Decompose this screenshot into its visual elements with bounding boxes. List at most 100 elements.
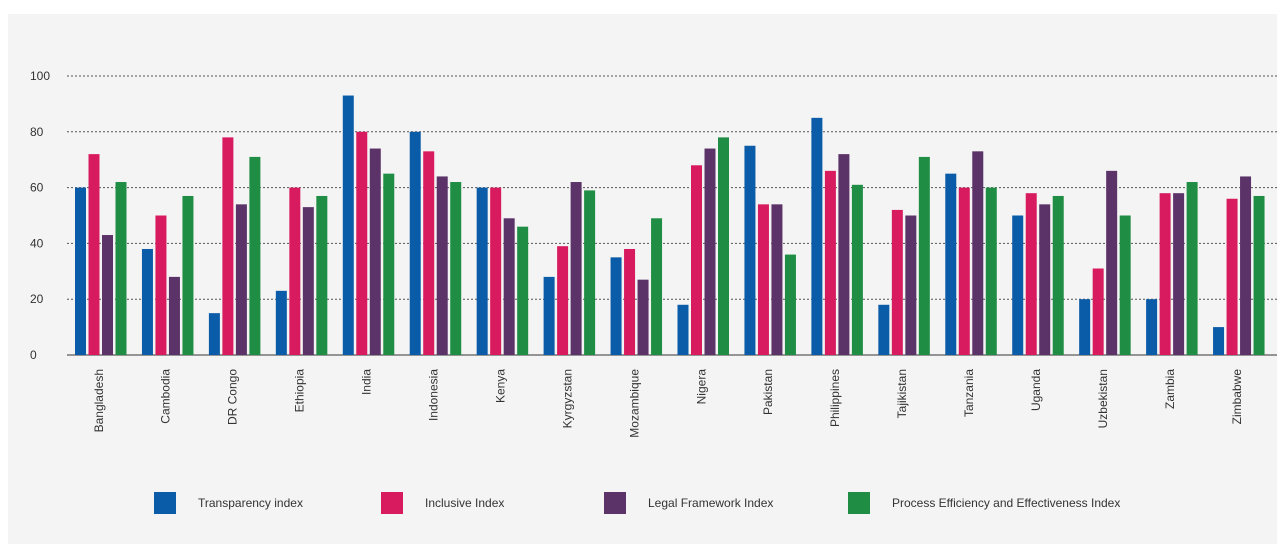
bar <box>222 137 234 355</box>
bar <box>75 187 86 355</box>
x-category-label: Cambodia <box>159 369 173 424</box>
legend-label: Process Efficiency and Effectiveness Ind… <box>892 496 1121 510</box>
bar <box>985 187 997 355</box>
x-category-label: DR Congo <box>226 369 240 425</box>
bar <box>557 246 569 355</box>
bar <box>624 248 636 355</box>
bar <box>972 151 984 355</box>
legend-swatch <box>848 492 870 514</box>
x-category-label: Nigera <box>694 369 708 405</box>
bar <box>824 170 836 355</box>
bar <box>503 218 515 355</box>
legend-swatch <box>604 492 626 514</box>
bar <box>1159 193 1171 355</box>
bar <box>891 209 903 355</box>
bar <box>115 182 127 355</box>
x-category-label: Ethiopia <box>293 369 307 413</box>
x-category-label: Zimbabwe <box>1230 369 1244 425</box>
x-category-label: India <box>360 369 374 395</box>
y-tick-label: 100 <box>30 69 50 83</box>
x-axis-category-labels: Bangladesh Cambodia DR Congo Ethiopia India I… <box>92 369 1244 438</box>
bar <box>235 204 247 355</box>
bar <box>851 184 863 355</box>
bar <box>878 304 890 355</box>
bar <box>945 173 957 355</box>
bar <box>784 254 796 355</box>
bar <box>1079 299 1091 355</box>
bar <box>356 131 368 355</box>
bar <box>436 176 448 355</box>
y-tick-label: 60 <box>30 181 44 195</box>
bar <box>423 151 435 355</box>
bar <box>1226 198 1238 355</box>
y-tick-label: 20 <box>30 292 44 306</box>
bar <box>704 148 716 355</box>
bar <box>249 156 261 355</box>
legend-swatch <box>154 492 176 514</box>
bar <box>1012 215 1024 355</box>
x-category-label: Mozambique <box>627 369 641 438</box>
x-category-label: Tajikistan <box>895 369 909 418</box>
bar <box>905 215 917 355</box>
bar <box>918 156 930 355</box>
legend-swatch <box>381 492 403 514</box>
bar <box>383 173 395 355</box>
bar <box>302 207 314 355</box>
bar <box>1253 195 1265 355</box>
x-category-label: Uganda <box>1029 369 1043 411</box>
bar <box>757 204 769 355</box>
legend: Transparency index Inclusive Index Legal F… <box>154 492 1254 516</box>
y-axis-tick-labels: 0 20 40 60 80 100 <box>30 69 50 362</box>
bar <box>476 187 488 355</box>
y-tick-label: 0 <box>30 348 37 362</box>
bar <box>570 182 582 355</box>
y-tick-label: 80 <box>30 125 44 139</box>
x-category-label: Bangladesh <box>92 369 106 432</box>
bar <box>838 154 850 355</box>
bar <box>677 304 689 355</box>
chart-panel: 0 20 40 60 80 100 Bangladesh Cambodia DR Congo E… <box>8 14 1277 544</box>
bar <box>1052 195 1064 355</box>
bar <box>450 182 462 355</box>
bar <box>409 131 421 355</box>
bar <box>155 215 167 355</box>
bar <box>88 154 100 355</box>
bar <box>275 290 287 355</box>
bar <box>369 148 381 355</box>
x-category-label: Tanzania <box>962 369 976 417</box>
bar <box>1092 268 1104 355</box>
bar <box>1106 170 1118 355</box>
x-category-label: Philippines <box>828 369 842 427</box>
legend-label: Legal Framework Index <box>648 496 774 510</box>
y-tick-label: 40 <box>30 236 44 250</box>
bar <box>1186 182 1198 355</box>
bar <box>543 276 555 355</box>
grouped-bar-chart: 0 20 40 60 80 100 Bangladesh Cambodia DR Congo E… <box>30 69 1277 438</box>
legend-label: Inclusive Index <box>425 496 505 510</box>
bars <box>75 95 1265 355</box>
x-category-label: Indonesia <box>426 369 440 421</box>
bar <box>691 165 702 355</box>
bar <box>168 276 180 355</box>
bar <box>1025 193 1037 355</box>
bar <box>182 195 194 355</box>
bar <box>651 218 663 355</box>
bar <box>744 145 756 355</box>
x-category-label: Pakistan <box>761 369 775 415</box>
bar <box>584 190 596 355</box>
bar <box>141 248 153 355</box>
bar <box>718 137 729 355</box>
bar <box>1240 176 1252 355</box>
bar <box>1039 204 1051 355</box>
x-category-label: Kyrgyzstan <box>560 369 574 428</box>
bar <box>811 117 823 355</box>
gridlines <box>67 75 1277 356</box>
bar <box>958 187 970 355</box>
bar <box>610 257 622 355</box>
x-category-label: Uzbekistan <box>1096 369 1110 428</box>
bar <box>1119 215 1131 355</box>
bar <box>1146 299 1158 355</box>
bar <box>490 187 502 355</box>
bar <box>637 279 649 355</box>
x-category-label: Zambia <box>1163 369 1177 409</box>
